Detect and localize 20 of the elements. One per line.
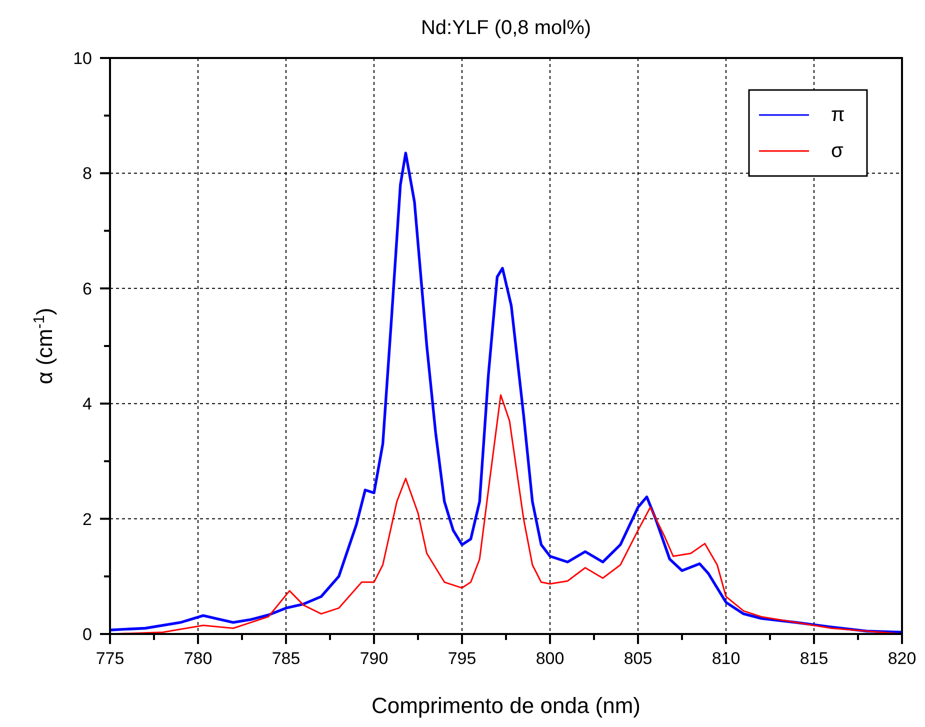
x-tick-label: 800 [536,649,564,668]
x-tick-label: 780 [184,649,212,668]
y-tick-label: 2 [82,510,92,529]
y-tick-label: 4 [82,394,92,414]
chart-title: Nd:YLF (0,8 mol%) [420,17,592,39]
y-tick-label: 6 [82,279,92,298]
y-tick-label: 8 [82,164,92,184]
x-tick-label: 775 [96,649,124,668]
legend-label: σ [831,140,844,162]
x-tick-label: 790 [360,649,388,668]
x-axis-title: Comprimento de onda (nm) [371,693,641,718]
x-tick-label: 815 [800,649,828,668]
legend-label: π [831,104,845,126]
x-tick-label: 805 [624,649,652,668]
y-tick-label: 0 [82,625,92,644]
x-tick-label: 785 [272,649,300,668]
x-tick-label: 810 [712,649,740,668]
x-tick-label: 820 [888,649,916,668]
x-tick-label: 795 [448,649,476,668]
y-tick-label: 10 [73,49,92,68]
